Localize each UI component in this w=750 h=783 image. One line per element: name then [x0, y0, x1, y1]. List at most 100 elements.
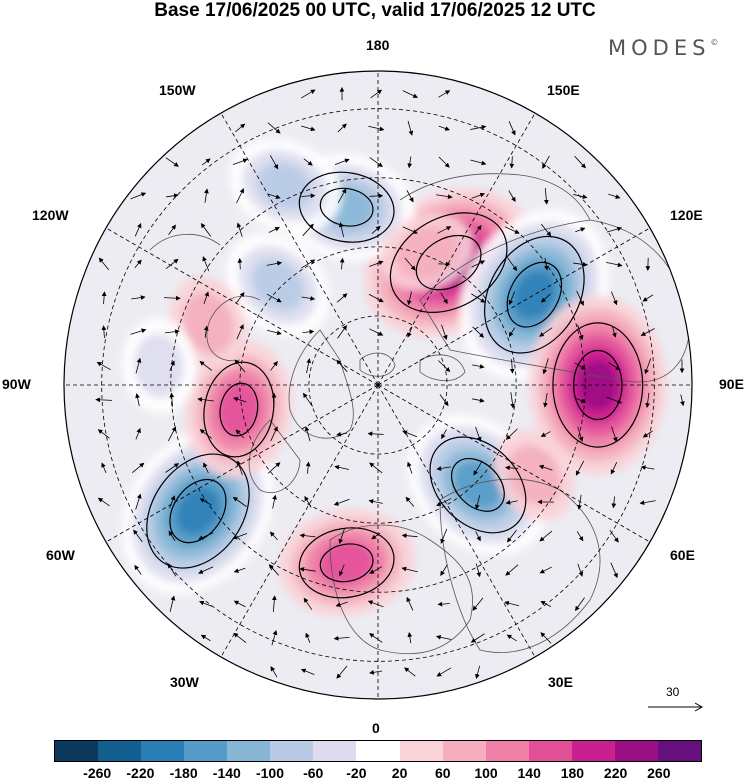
colorbar-tick-label: -180	[169, 765, 198, 781]
wind-vector	[508, 327, 516, 337]
wind-vector	[135, 393, 140, 407]
wind-vector	[472, 398, 485, 403]
wind-vector	[169, 495, 176, 509]
colorbar-tick-label: 180	[560, 765, 585, 781]
wind-vector	[440, 292, 448, 305]
wind-vector	[475, 563, 482, 578]
wind-vector	[337, 188, 347, 204]
wind-vector	[165, 157, 179, 167]
wind-vector	[233, 600, 246, 608]
contour-line	[203, 361, 275, 458]
wind-vector	[269, 155, 279, 170]
wind-vector	[505, 564, 519, 576]
wind-vector	[95, 397, 112, 403]
wind-vector	[505, 500, 518, 505]
wind-vector	[203, 291, 210, 305]
wind-vector	[504, 226, 520, 234]
wind-vector	[369, 193, 384, 199]
wind-vector	[301, 125, 316, 132]
wind-vector	[539, 530, 553, 542]
colorbar-swatch	[313, 741, 357, 761]
wind-vector	[471, 293, 486, 303]
colorbar-tick-label: 260	[647, 765, 671, 781]
wind-vector	[577, 563, 584, 577]
wind-vector	[169, 595, 176, 612]
wind-vector	[270, 426, 278, 442]
wind-vector	[197, 397, 214, 402]
wind-vector	[371, 532, 381, 540]
wind-vector	[169, 360, 175, 371]
wind-vector	[612, 326, 617, 338]
colorbar-swatch	[571, 741, 615, 761]
wind-vector	[168, 224, 176, 236]
anomaly-blob	[513, 270, 556, 320]
colorbar-swatch	[55, 741, 99, 761]
wind-vector	[436, 194, 453, 200]
wind-vector	[538, 464, 553, 471]
wind-vector	[335, 601, 348, 607]
colorbar-swatch	[356, 741, 400, 761]
lon-label-180: 180	[366, 37, 390, 53]
wind-vector	[406, 190, 414, 203]
wind-vector	[642, 294, 654, 302]
wind-vector	[608, 193, 621, 199]
wind-vector	[134, 222, 142, 237]
wind-vector	[168, 530, 176, 541]
wind-vector	[334, 158, 350, 165]
wind-vector	[299, 567, 316, 572]
wind-vector	[608, 362, 621, 371]
wind-vector	[165, 463, 180, 473]
anomaly-blob	[256, 161, 314, 210]
wind-vector	[368, 293, 384, 303]
wind-vector	[233, 567, 246, 573]
wind-vector	[300, 668, 315, 675]
wind-vector	[101, 291, 107, 305]
colorbar-swatch	[98, 741, 142, 761]
wind-vector	[371, 225, 381, 235]
wind-vector	[540, 293, 551, 303]
wind-vector	[267, 193, 281, 199]
contour-line	[319, 543, 374, 583]
wind-vector	[407, 326, 413, 338]
height-anomaly-field	[121, 138, 667, 617]
wind-vector	[134, 259, 142, 269]
wind-vector	[369, 157, 383, 168]
lon-label-30e: 30E	[548, 674, 573, 690]
wind-vector	[236, 222, 243, 237]
wind-vector	[540, 223, 552, 237]
wind-vector	[133, 529, 143, 543]
wind-vector	[299, 533, 316, 538]
wind-vector	[402, 226, 418, 234]
wind-vector	[406, 596, 414, 611]
wind-vector	[508, 190, 516, 203]
wind-vector	[407, 156, 413, 169]
anomaly-blob	[319, 541, 375, 585]
wind-vector	[271, 595, 277, 612]
wind-vector	[640, 465, 655, 470]
wind-vector	[370, 89, 383, 99]
contour-line	[450, 457, 505, 512]
wind-vectors	[95, 86, 685, 679]
colorbar-tick-label: 140	[517, 765, 541, 781]
wind-vector	[169, 392, 175, 407]
wind-vector	[267, 462, 281, 474]
meridian-line	[377, 384, 651, 543]
anomaly-blob	[454, 461, 502, 509]
anomaly-blob	[182, 291, 234, 355]
wind-vector	[574, 397, 587, 403]
wind-vector	[203, 325, 209, 338]
wind-vector	[101, 325, 107, 339]
lon-label-0: 0	[372, 720, 380, 736]
wind-vector	[198, 532, 214, 540]
wind-vector	[540, 431, 551, 437]
wind-vector	[135, 427, 141, 440]
wind-vector	[336, 431, 348, 437]
wind-vector	[236, 188, 244, 204]
anomaly-blob	[134, 333, 184, 398]
wind-vector	[644, 358, 652, 375]
colorbar-tick-label: -260	[83, 765, 112, 781]
lon-label-30w: 30W	[170, 674, 199, 690]
colorbar-swatch	[485, 741, 529, 761]
colorbar-ticks: -260 -220 -180 -140 -100 -60 -20 20 60 100 140 180 2…	[0, 765, 750, 783]
wind-vector	[200, 634, 211, 642]
